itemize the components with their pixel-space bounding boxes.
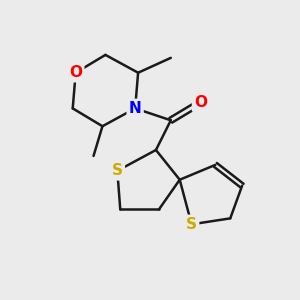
Text: O: O bbox=[69, 65, 82, 80]
Text: S: S bbox=[186, 217, 197, 232]
Text: O: O bbox=[194, 95, 207, 110]
Text: S: S bbox=[112, 163, 123, 178]
Text: N: N bbox=[129, 101, 142, 116]
